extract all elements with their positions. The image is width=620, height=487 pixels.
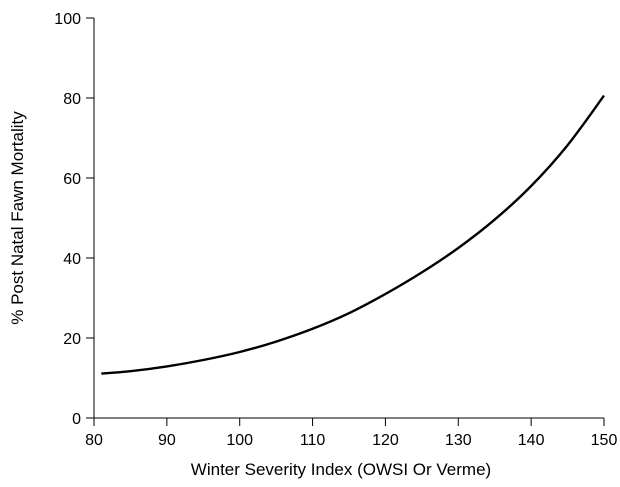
y-tick-label: 100 (54, 11, 81, 28)
x-tick-label: 150 (591, 432, 618, 449)
x-tick-label: 120 (372, 432, 399, 449)
y-tick-label: 80 (63, 91, 81, 108)
x-axis-title: Winter Severity Index (OWSI Or Verme) (191, 460, 491, 479)
y-tick-label: 60 (63, 171, 81, 188)
x-tick-label: 100 (226, 432, 253, 449)
series-line (101, 94, 605, 375)
x-tick-label: 110 (300, 432, 326, 449)
plot-area (101, 94, 605, 375)
x-tick-label: 90 (158, 432, 176, 449)
x-tick-label: 130 (445, 432, 472, 449)
y-axis-title: % Post Natal Fawn Mortality (8, 111, 27, 325)
y-axis: 0 20 40 60 80 100 (54, 11, 95, 428)
y-tick-label: 0 (72, 411, 81, 428)
x-axis: 80 90 100 110 120 130 140 150 (85, 417, 618, 449)
y-tick-label: 40 (63, 251, 81, 268)
x-tick-label: 80 (85, 432, 103, 449)
x-tick-label: 140 (518, 432, 545, 449)
y-tick-label: 20 (63, 331, 81, 348)
